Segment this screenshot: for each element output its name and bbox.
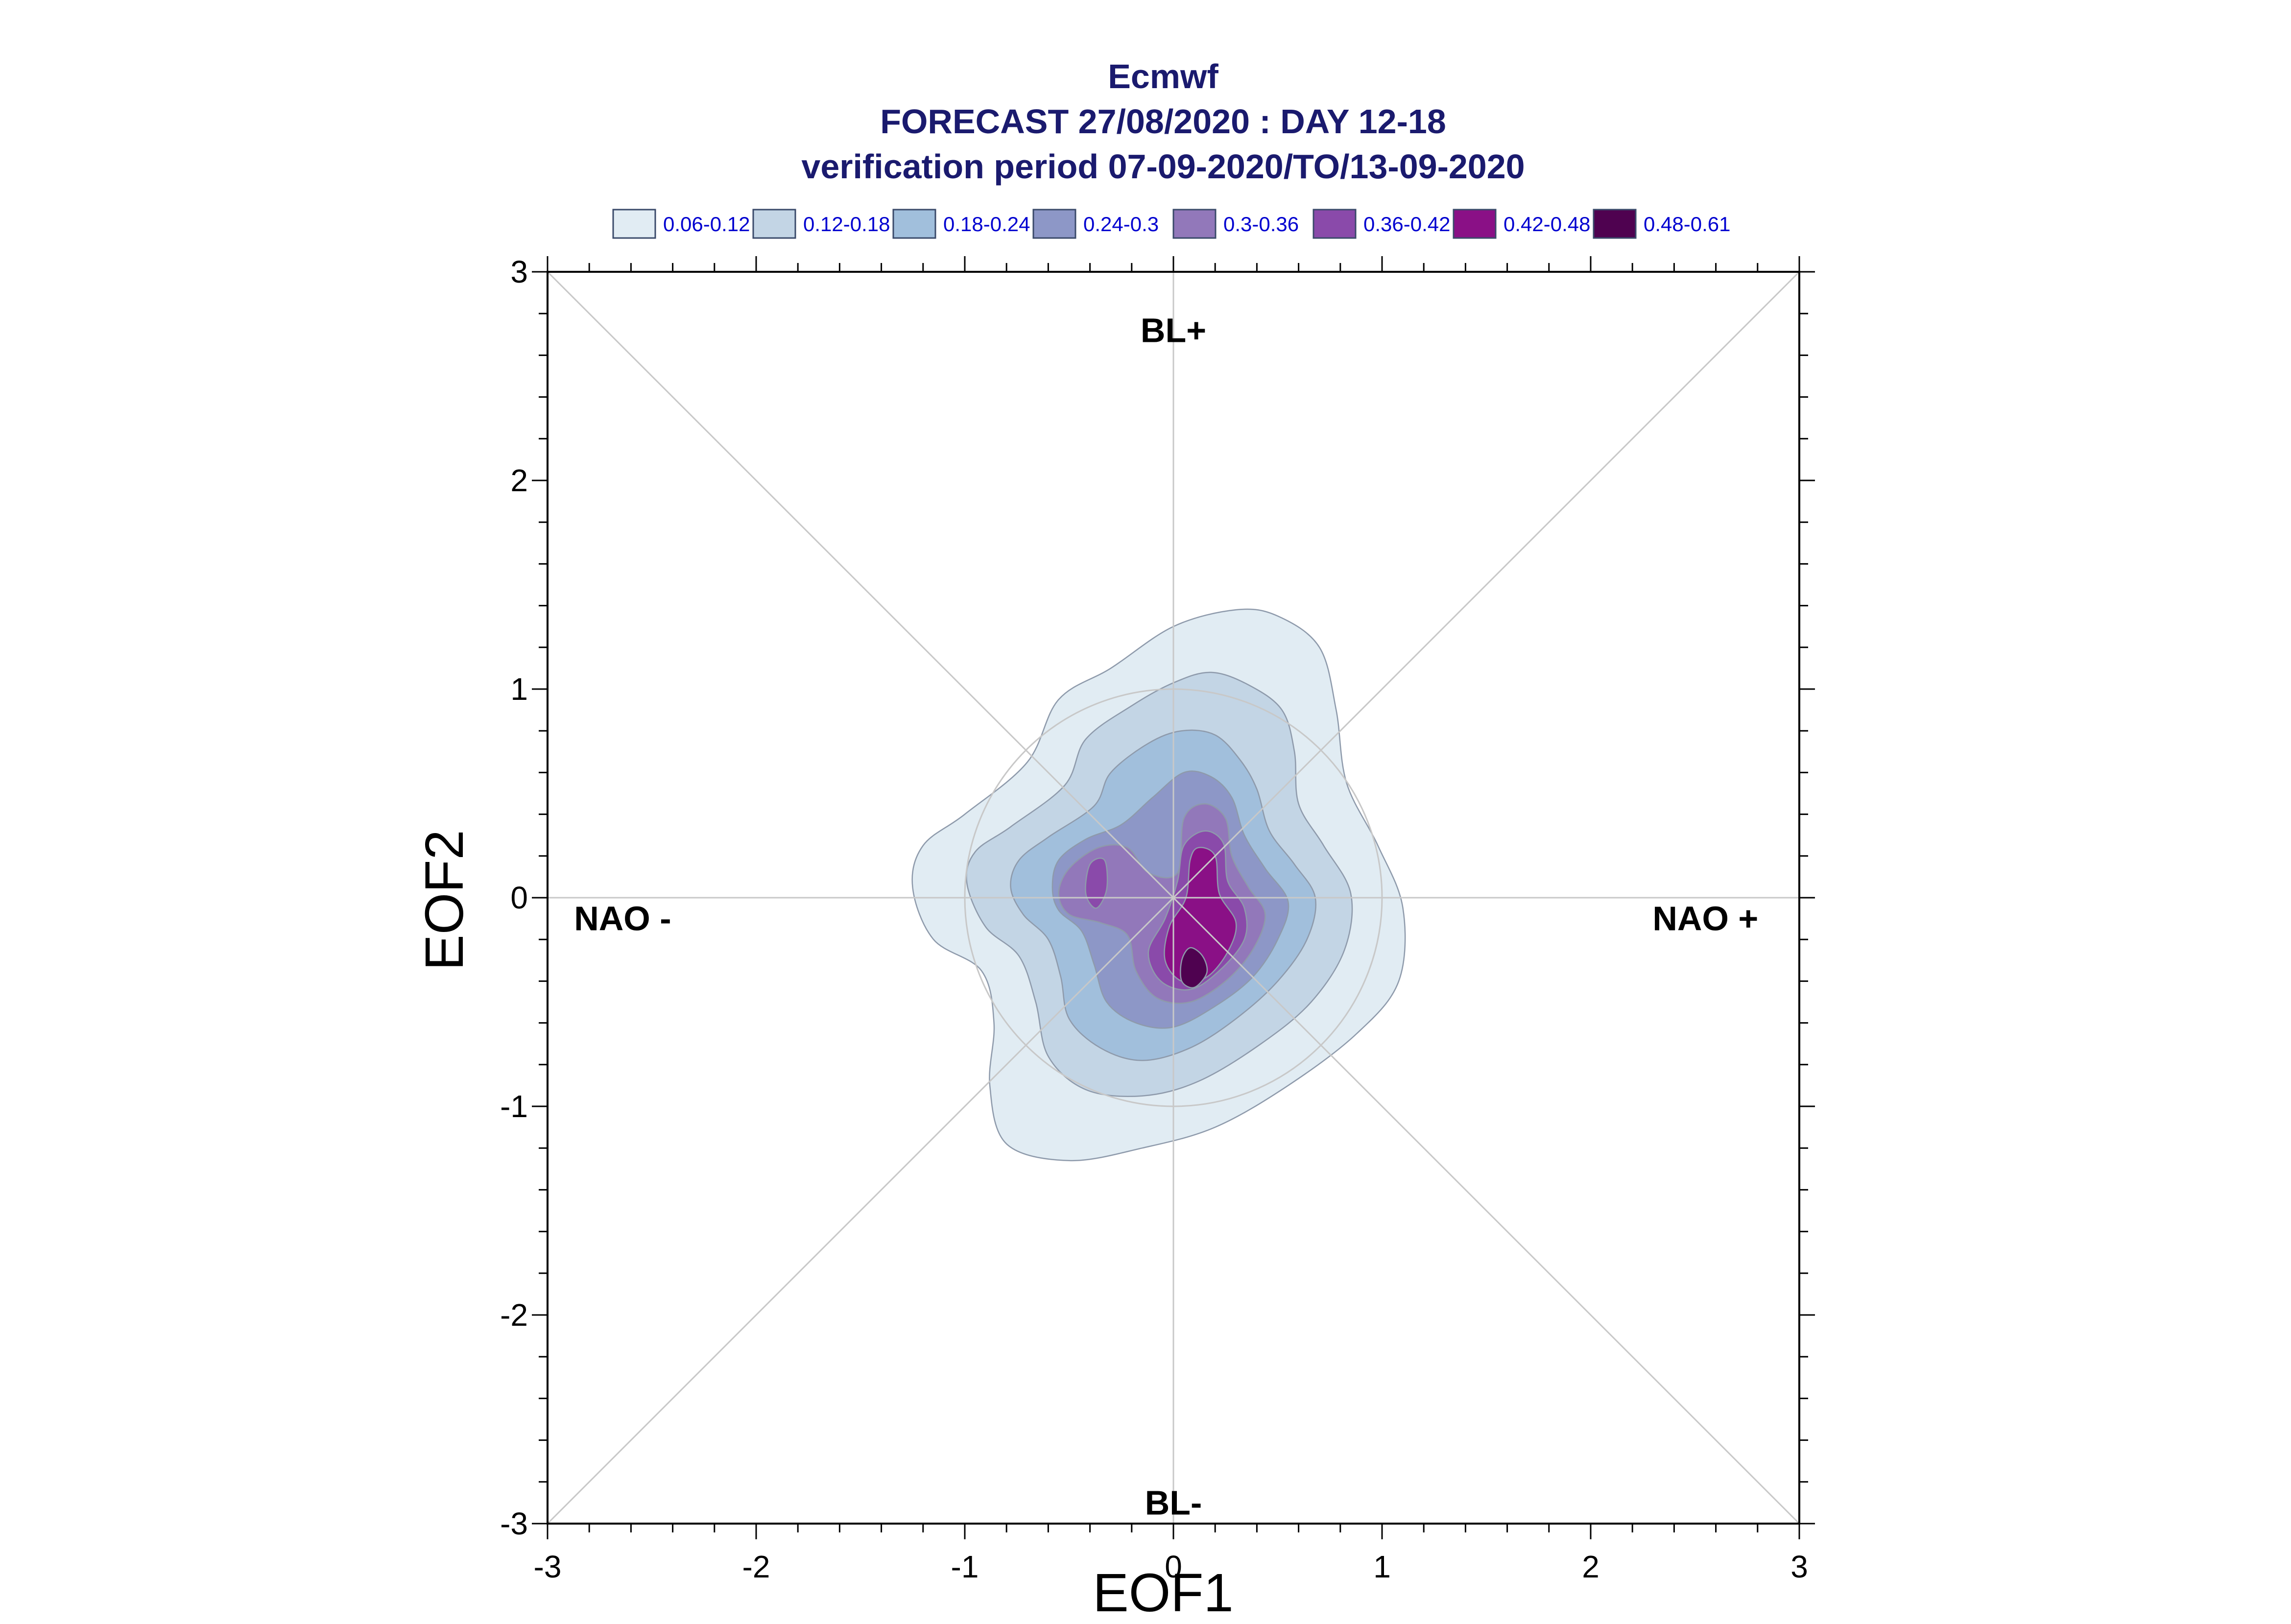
y-tick-label: -3 — [500, 1506, 528, 1541]
legend-swatch — [892, 209, 936, 239]
legend-label: 0.24-0.3 — [1083, 213, 1159, 236]
x-tick-label: -2 — [742, 1549, 770, 1584]
y-tick-label: 0 — [510, 880, 528, 915]
legend-swatch — [1313, 209, 1357, 239]
legend-label: 0.12-0.18 — [803, 213, 890, 236]
contour-0.48-0.61-8 — [1180, 947, 1208, 989]
grid-diagonal-2 — [547, 271, 1800, 1525]
x-axis-label: EOF1 — [1093, 1563, 1233, 1622]
y-tick-label: 3 — [510, 254, 528, 289]
x-tick-label: -3 — [534, 1549, 562, 1584]
reference-circle — [964, 688, 1383, 1107]
contour-0.36-0.42-5 — [1085, 858, 1108, 909]
y-axis-label: EOF2 — [414, 830, 475, 970]
y-tick-label: 2 — [510, 463, 528, 498]
density-contours — [911, 608, 1406, 1162]
x-tick-label: 1 — [1373, 1549, 1391, 1584]
legend-label: 0.06-0.12 — [663, 213, 750, 236]
legend-label: 0.42-0.48 — [1503, 213, 1590, 236]
legend-swatch — [752, 209, 796, 239]
x-tick-label: 0 — [1165, 1549, 1182, 1584]
legend-label: 0.36-0.42 — [1363, 213, 1450, 236]
y-tick-label: -2 — [500, 1297, 528, 1333]
legend-swatch — [1593, 209, 1637, 239]
y-tick-label: 1 — [510, 671, 528, 707]
legend-label: 0.3-0.36 — [1223, 213, 1299, 236]
chart-title: Ecmwf FORECAST 27/08/2020 : DAY 12-18 ve… — [801, 57, 1525, 186]
legend-label: 0.18-0.24 — [943, 213, 1030, 236]
legend-swatch — [1032, 209, 1076, 239]
legend-label: 0.48-0.61 — [1644, 213, 1730, 236]
legend: 0.06-0.12 0.12-0.18 0.18-0.24 0.24-0.3 0.3-0… — [612, 209, 1730, 239]
quadrant-labels: BL+ BL- NAO - NAO + — [574, 311, 1758, 1522]
x-tick-label: 2 — [1582, 1549, 1599, 1584]
title-line-2: FORECAST 27/08/2020 : DAY 12-18 — [880, 102, 1446, 141]
quadrant-label: NAO - — [574, 900, 671, 938]
legend-swatch — [1453, 209, 1497, 239]
axis-ticks: -3 -2 -1 0 1 2 3 -3 -2 -1 0 1 2 3 — [500, 254, 1815, 1584]
title-line-1: Ecmwf — [1108, 57, 1218, 96]
quadrant-label: BL- — [1145, 1483, 1202, 1522]
x-tick-label: -1 — [951, 1549, 979, 1584]
grid-lines — [547, 271, 1800, 1525]
x-tick-label: 3 — [1790, 1549, 1808, 1584]
legend-swatch — [1172, 209, 1217, 239]
quadrant-label: BL+ — [1141, 311, 1206, 349]
title-line-3: verification period 07-09-2020/TO/13-09-… — [801, 147, 1525, 186]
quadrant-label: NAO + — [1652, 900, 1758, 938]
y-tick-label: -1 — [500, 1089, 528, 1124]
legend-swatch — [612, 209, 656, 239]
